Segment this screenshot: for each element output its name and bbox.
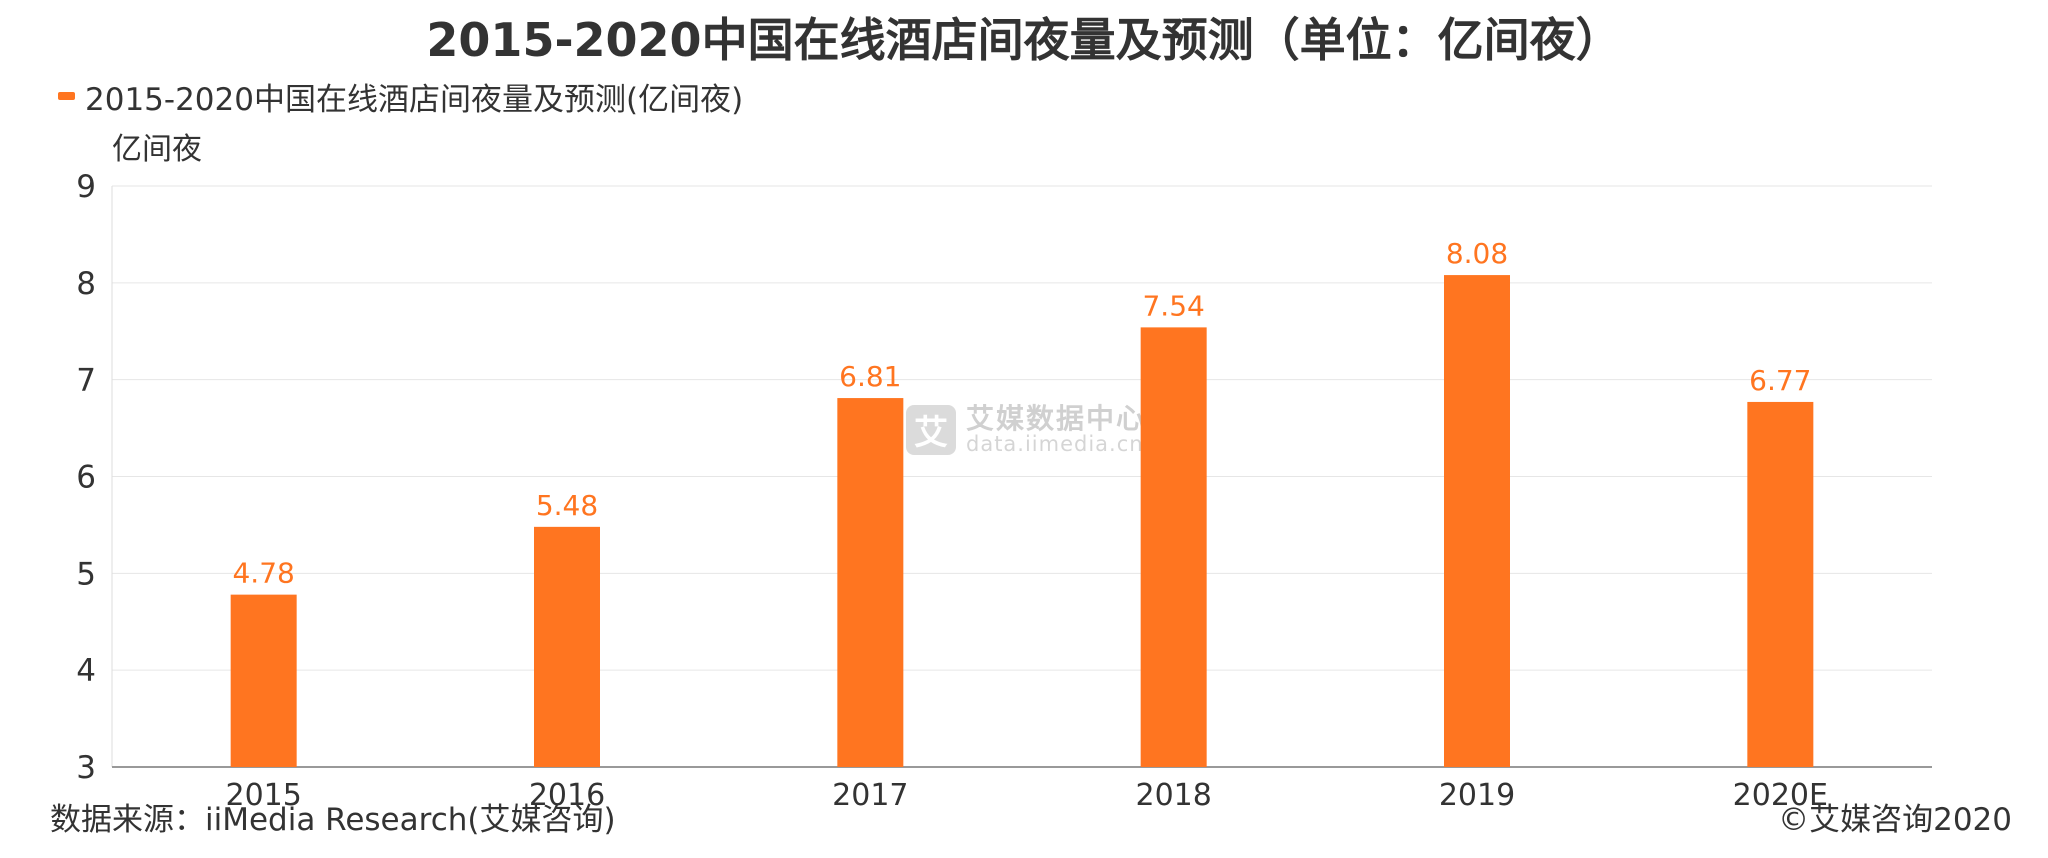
y-tick-label: 7 — [76, 363, 96, 399]
copyright: ©艾媒咨询2020 — [1778, 802, 2012, 838]
bar-2017 — [837, 398, 904, 767]
y-tick-label: 4 — [76, 653, 96, 689]
data-label: 7.54 — [1142, 289, 1204, 322]
legend-swatch — [58, 92, 75, 100]
grid-lines — [112, 185, 1932, 671]
x-tick-label: 2017 — [832, 778, 908, 813]
legend-label: 2015-2020中国在线酒店间夜量及预测(亿间夜) — [85, 81, 744, 118]
y-tick-label: 9 — [76, 169, 96, 205]
bar-2019 — [1444, 275, 1510, 767]
x-tick-label: 2018 — [1135, 778, 1211, 813]
y-tick-label: 8 — [76, 266, 96, 302]
y-tick-label: 3 — [76, 750, 96, 786]
y-tick-label: 6 — [76, 460, 96, 496]
data-source: 数据来源：iiMedia Research(艾媒咨询) — [50, 802, 616, 838]
y-tick-label: 5 — [76, 556, 96, 592]
watermark-name: 艾媒数据中心 — [966, 402, 1147, 435]
x-tick-label: 2016 — [529, 778, 605, 813]
x-tick-label: 2019 — [1439, 778, 1515, 813]
bars — [230, 275, 1814, 767]
watermark-logo: 艾 — [906, 404, 956, 455]
y-axis-unit: 亿间夜 — [112, 132, 202, 167]
bar-2016 — [534, 526, 600, 767]
data-label: 4.78 — [232, 557, 294, 590]
data-labels: 4.78 5.48 6.81 7.54 8.08 6.77 — [232, 237, 1811, 590]
bar-2020E — [1747, 401, 1814, 767]
data-label: 8.08 — [1446, 237, 1508, 270]
axes: 3 4 5 6 7 8 9 2015 2016 2017 2018 2019 2020E — [76, 169, 1932, 813]
chart-title: 2015-2020中国在线酒店间夜量及预测（单位：亿间夜） — [426, 13, 1622, 67]
legend: 2015-2020中国在线酒店间夜量及预测(亿间夜) — [58, 74, 743, 118]
data-label: 6.81 — [839, 360, 901, 393]
x-tick-label: 2015 — [225, 778, 301, 813]
bar-2018 — [1140, 327, 1207, 767]
data-label: 5.48 — [536, 489, 598, 522]
watermark-url: data.iimedia.cn — [966, 432, 1144, 457]
data-label: 6.77 — [1749, 364, 1811, 397]
x-tick-label: 2020E — [1733, 778, 1828, 813]
watermark: 艾 艾媒数据中心 data.iimedia.cn — [906, 404, 1146, 455]
bar-2015 — [230, 594, 297, 767]
